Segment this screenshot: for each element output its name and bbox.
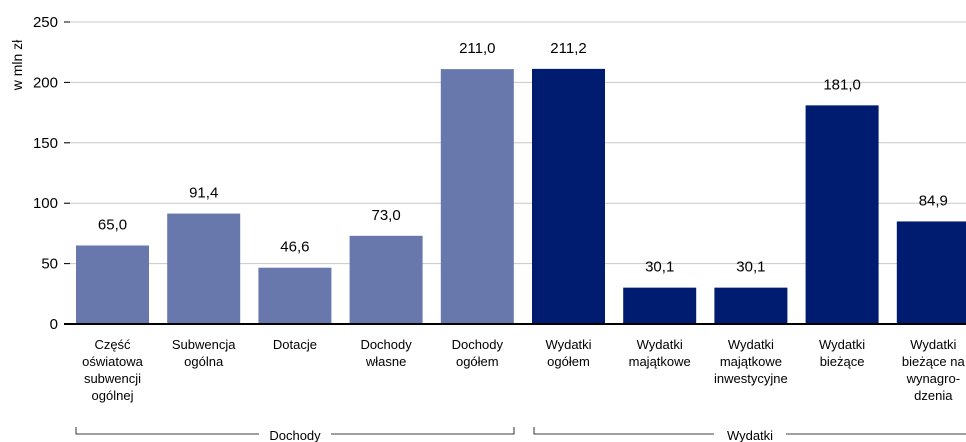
group-bracket-left — [75, 427, 259, 435]
y-tick-label: 50 — [41, 256, 58, 273]
bars — [76, 68, 966, 325]
data-label: 211,2 — [550, 40, 586, 57]
group-bracket-left — [533, 427, 714, 435]
data-label: 30,1 — [645, 259, 674, 276]
group-brackets: Dochody Wydatki — [75, 427, 966, 442]
group-bracket-right — [331, 427, 515, 435]
y-axis-label: w mln zł — [9, 39, 25, 91]
x-tick-label: Wydatki bieżące — [819, 337, 865, 369]
bar — [258, 267, 332, 324]
group-label: Dochody — [269, 428, 321, 442]
category-labels: Część oświatowa subwencji ogólnej Subwencja o… — [82, 337, 965, 403]
data-label: 73,0 — [371, 207, 400, 224]
bar — [167, 213, 241, 324]
bar — [896, 221, 966, 324]
group-label: Wydatki — [727, 428, 773, 442]
x-tick-label: Wydatki majątkowe — [629, 337, 691, 369]
data-label: 65,0 — [98, 216, 127, 233]
bar — [714, 287, 788, 324]
y-tick-label: 0 — [50, 316, 58, 333]
y-tick-label: 100 — [33, 195, 58, 212]
x-tick-label: Wydatki bieżące na wynagro-dzenia — [902, 337, 966, 403]
x-tick-label: Wydatki majątkowe inwestycyjne — [714, 337, 788, 386]
bar — [76, 245, 149, 324]
x-tick-label: Dochody własne — [360, 337, 412, 369]
bar — [440, 69, 514, 324]
bar — [349, 235, 423, 324]
x-tick-label: Część oświatowa subwencji ogólnej — [82, 337, 143, 403]
y-tick-label: 200 — [33, 74, 58, 91]
x-tick-label: Dochody ogółem — [452, 337, 504, 369]
data-label: 211,0 — [459, 40, 495, 57]
value-labels: 65,0 91,4 46,6 73,0 211,0 211,2 30,1 30,1 181,0 8… — [98, 40, 948, 276]
data-label: 30,1 — [736, 259, 765, 276]
y-tick-label: 250 — [33, 14, 58, 31]
x-tick-label: Subwencja ogólna — [172, 337, 236, 369]
x-tick-label: Dotacje — [273, 337, 317, 352]
data-label: 181,0 — [823, 76, 861, 93]
bar — [805, 105, 879, 325]
data-label: 91,4 — [189, 185, 218, 202]
data-label: 46,6 — [280, 239, 309, 256]
y-tick-label: 150 — [33, 135, 58, 152]
x-tick-label: Wydatki ogółem — [545, 337, 591, 369]
y-axis-ticks: 0 50 100 150 200 250 — [33, 14, 70, 333]
bar — [532, 68, 605, 325]
data-label: 84,9 — [919, 192, 948, 209]
bar — [623, 287, 697, 324]
